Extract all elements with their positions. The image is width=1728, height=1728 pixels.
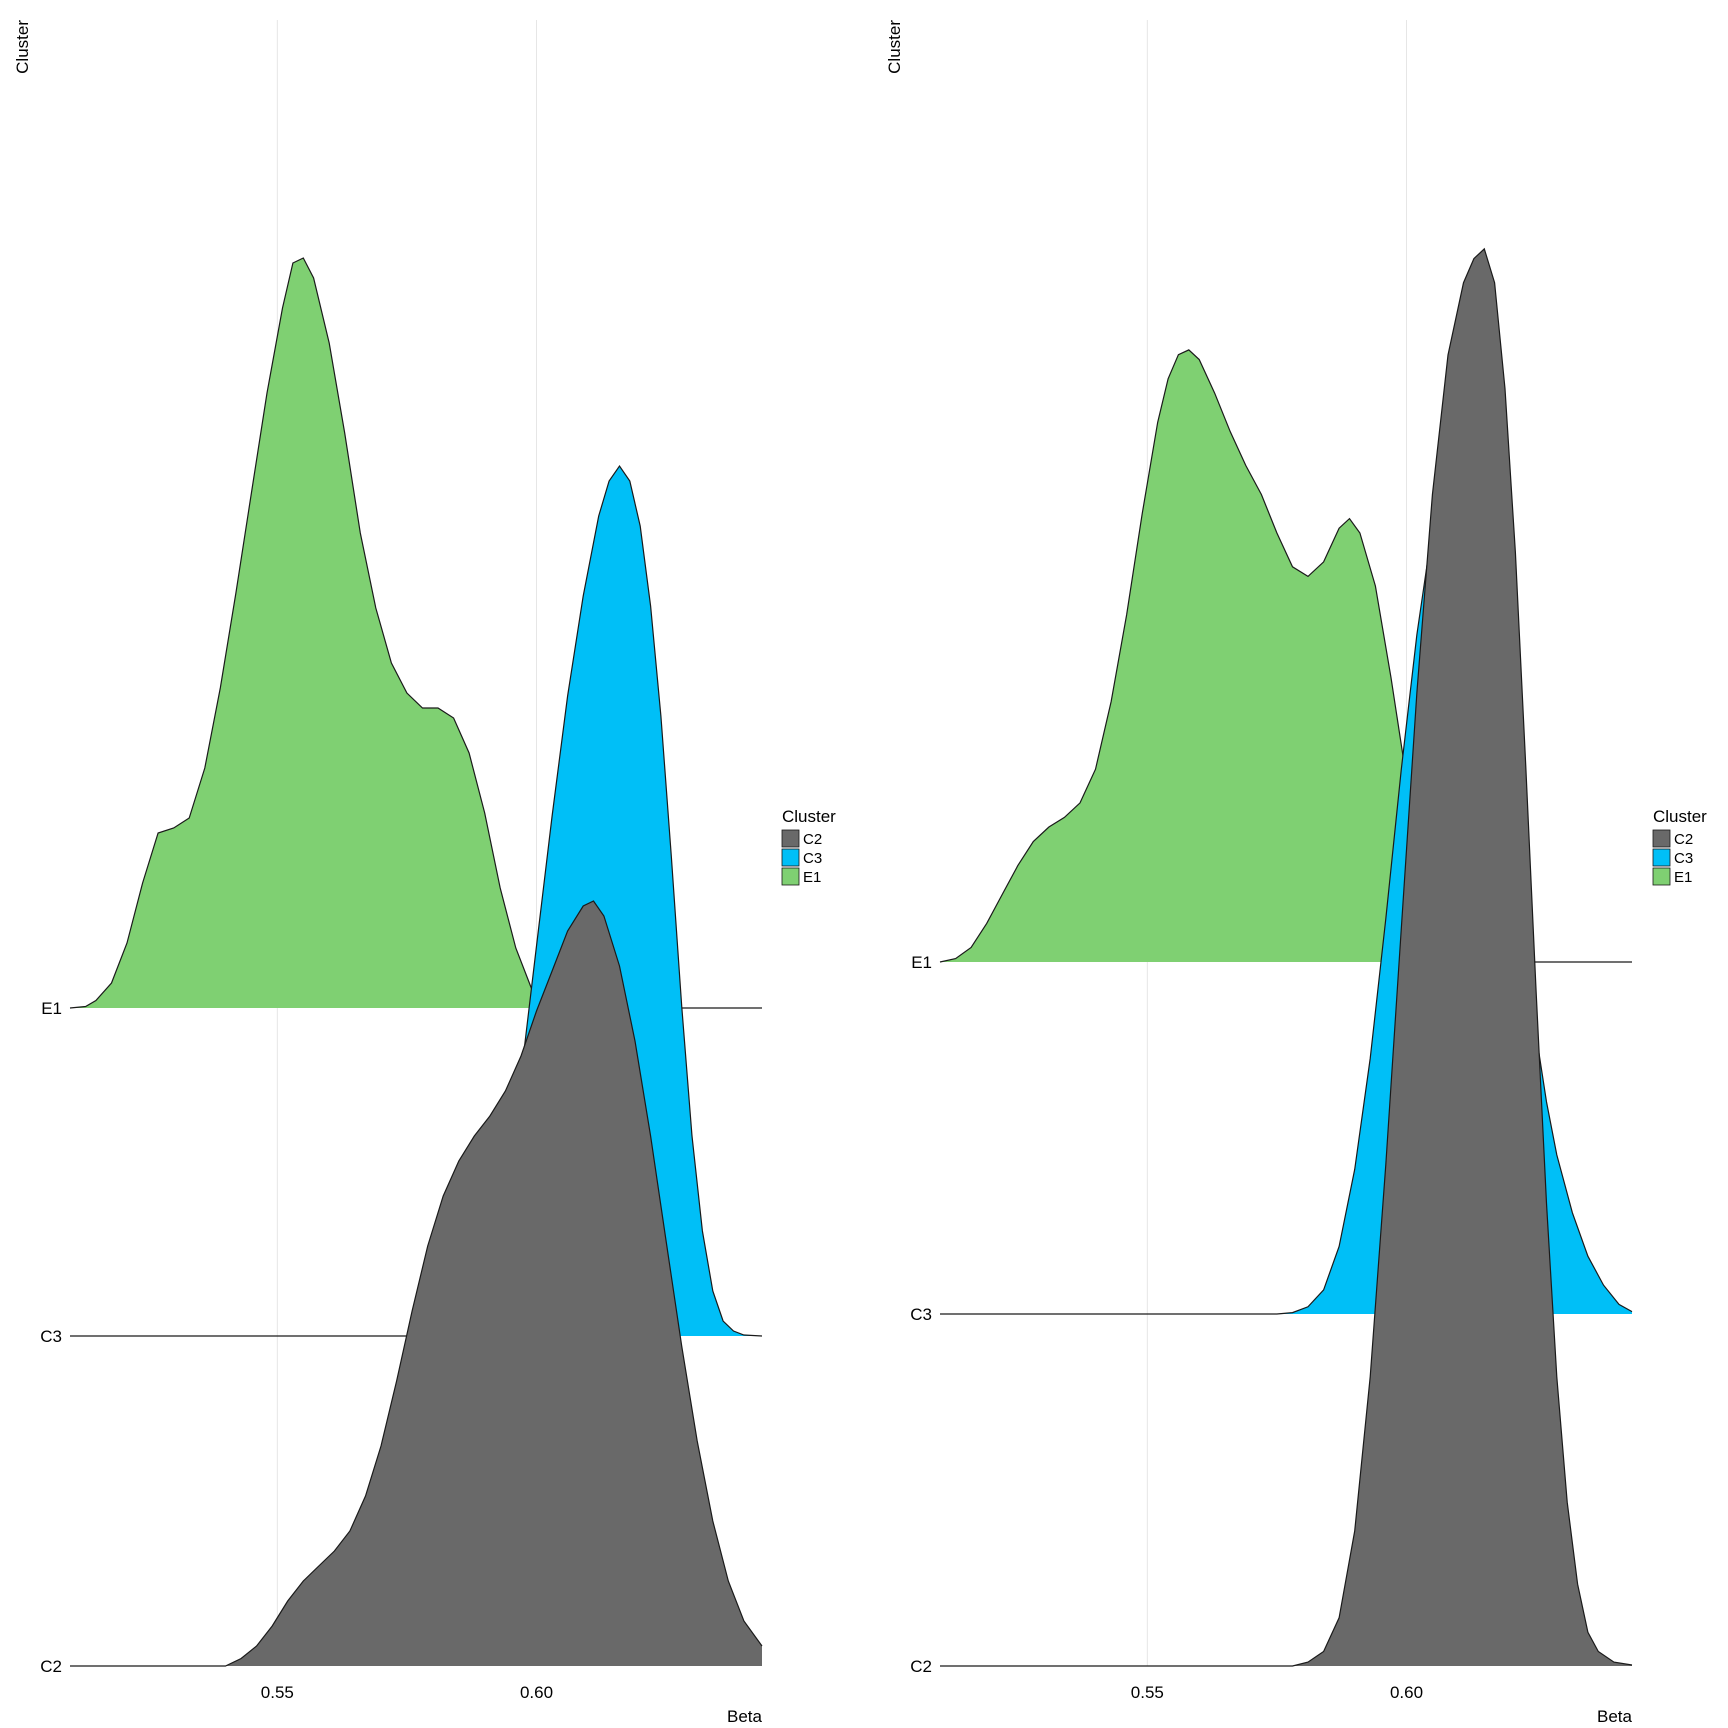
- y-tick-label: C3: [910, 1305, 932, 1324]
- density-outline-e1: [939, 349, 1632, 963]
- legend: Cluster C2 C3 E1: [781, 807, 836, 886]
- y-tick-label: E1: [911, 953, 932, 972]
- legend-key-e1: [781, 867, 800, 886]
- x-tick-label: 0.60: [1390, 1683, 1423, 1702]
- y-tick-label: C3: [40, 1327, 62, 1346]
- x-tick-label: 0.55: [261, 1683, 294, 1702]
- x-axis-title: Beta: [1597, 1707, 1633, 1726]
- density-outline-e1: [69, 257, 762, 1009]
- density-area-c2: [940, 248, 1632, 1666]
- density-area-e1: [940, 349, 1632, 962]
- legend-key-c2: [1652, 829, 1671, 848]
- legend-label: C2: [803, 831, 822, 848]
- legend-key-c3: [781, 848, 800, 867]
- y-axis-title: Cluster: [885, 20, 904, 74]
- legend-key-e1: [1652, 867, 1671, 886]
- density-outline-c2: [70, 900, 763, 1667]
- legend-label: E1: [803, 869, 821, 886]
- legend-title: Cluster: [782, 807, 836, 826]
- panel-2: C2 C3 E1 0.55 0.60 Beta Cluster Cluster C2 C3 E1: [885, 20, 1707, 1726]
- y-tick-label: E1: [41, 999, 62, 1018]
- y-axis-title: Cluster: [13, 20, 32, 74]
- legend-title: Cluster: [1653, 807, 1707, 826]
- legend-key-c2: [781, 829, 800, 848]
- x-axis-title: Beta: [727, 1707, 763, 1726]
- legend-label: E1: [1674, 869, 1692, 886]
- legend-key-c3: [1652, 848, 1671, 867]
- x-tick-label: 0.55: [1131, 1683, 1164, 1702]
- y-tick-label: C2: [40, 1657, 62, 1676]
- legend-label: C3: [803, 850, 822, 867]
- density-outline-c2: [940, 247, 1633, 1667]
- density-area-c2: [70, 901, 762, 1666]
- panel-1: C2 C3 E1 0.55 0.60 Beta Cluster Cluster C2 C3 E1: [13, 20, 836, 1726]
- density-area-e1: [70, 258, 762, 1008]
- y-tick-label: C2: [910, 1657, 932, 1676]
- legend: Cluster C2 C3 E1: [1652, 807, 1707, 886]
- x-tick-label: 0.60: [520, 1683, 553, 1702]
- legend-label: C3: [1674, 850, 1693, 867]
- legend-label: C2: [1674, 831, 1693, 848]
